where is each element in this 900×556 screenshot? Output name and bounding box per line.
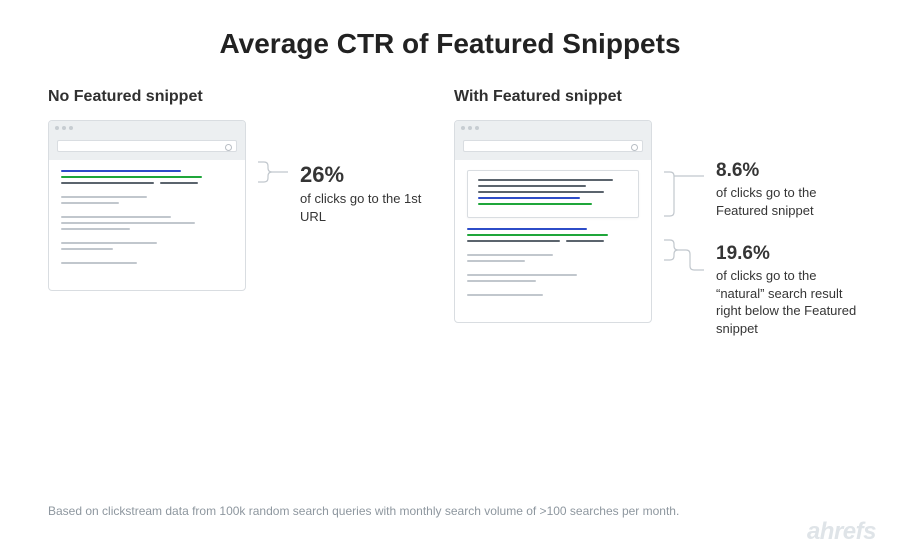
panel-no-snippet: No Featured snippet 26% of clicks go to … bbox=[48, 88, 430, 350]
callout-left: 26% of clicks go to the 1st URL bbox=[300, 162, 430, 225]
stat-value: 19.6% bbox=[716, 243, 866, 265]
search-result bbox=[467, 254, 639, 262]
serp-mock-right bbox=[454, 120, 652, 323]
brand-logo: ahrefs bbox=[807, 518, 876, 546]
search-result bbox=[467, 294, 639, 296]
search-result bbox=[61, 242, 233, 250]
callout-snippet: 8.6% of clicks go to the Featured snippe… bbox=[716, 160, 866, 219]
callout-bracket-icon bbox=[662, 120, 706, 350]
stat-desc: of clicks go to the “natural” search res… bbox=[716, 267, 866, 337]
footnote: Based on clickstream data from 100k rand… bbox=[48, 504, 679, 518]
search-result bbox=[61, 216, 233, 230]
window-titlebar-icon bbox=[49, 121, 245, 135]
stat-value: 8.6% bbox=[716, 160, 866, 182]
callout-bracket-icon bbox=[256, 120, 290, 232]
search-result bbox=[61, 262, 233, 264]
panel-with-snippet: With Featured snippet 8.6% of clicks go … bbox=[454, 88, 866, 350]
window-titlebar-icon bbox=[455, 121, 651, 135]
stat-desc: of clicks go to the Featured snippet bbox=[716, 184, 866, 219]
page-title: Average CTR of Featured Snippets bbox=[0, 0, 900, 60]
stat-desc: of clicks go to the 1st URL bbox=[300, 190, 430, 225]
featured-snippet-box bbox=[467, 170, 639, 218]
search-result bbox=[61, 196, 233, 204]
search-result-highlighted bbox=[467, 228, 639, 242]
callout-natural: 19.6% of clicks go to the “natural” sear… bbox=[716, 243, 866, 337]
panel-heading-right: With Featured snippet bbox=[454, 88, 866, 106]
search-bar-icon bbox=[49, 135, 245, 160]
panel-heading-left: No Featured snippet bbox=[48, 88, 430, 106]
serp-mock-left bbox=[48, 120, 246, 291]
stat-value: 26% bbox=[300, 162, 430, 188]
search-result-highlighted bbox=[61, 170, 233, 184]
search-bar-icon bbox=[455, 135, 651, 160]
search-result bbox=[467, 274, 639, 282]
